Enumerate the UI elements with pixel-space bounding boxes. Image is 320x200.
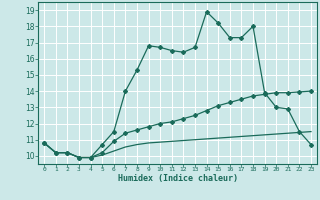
X-axis label: Humidex (Indice chaleur): Humidex (Indice chaleur) [118, 174, 238, 183]
